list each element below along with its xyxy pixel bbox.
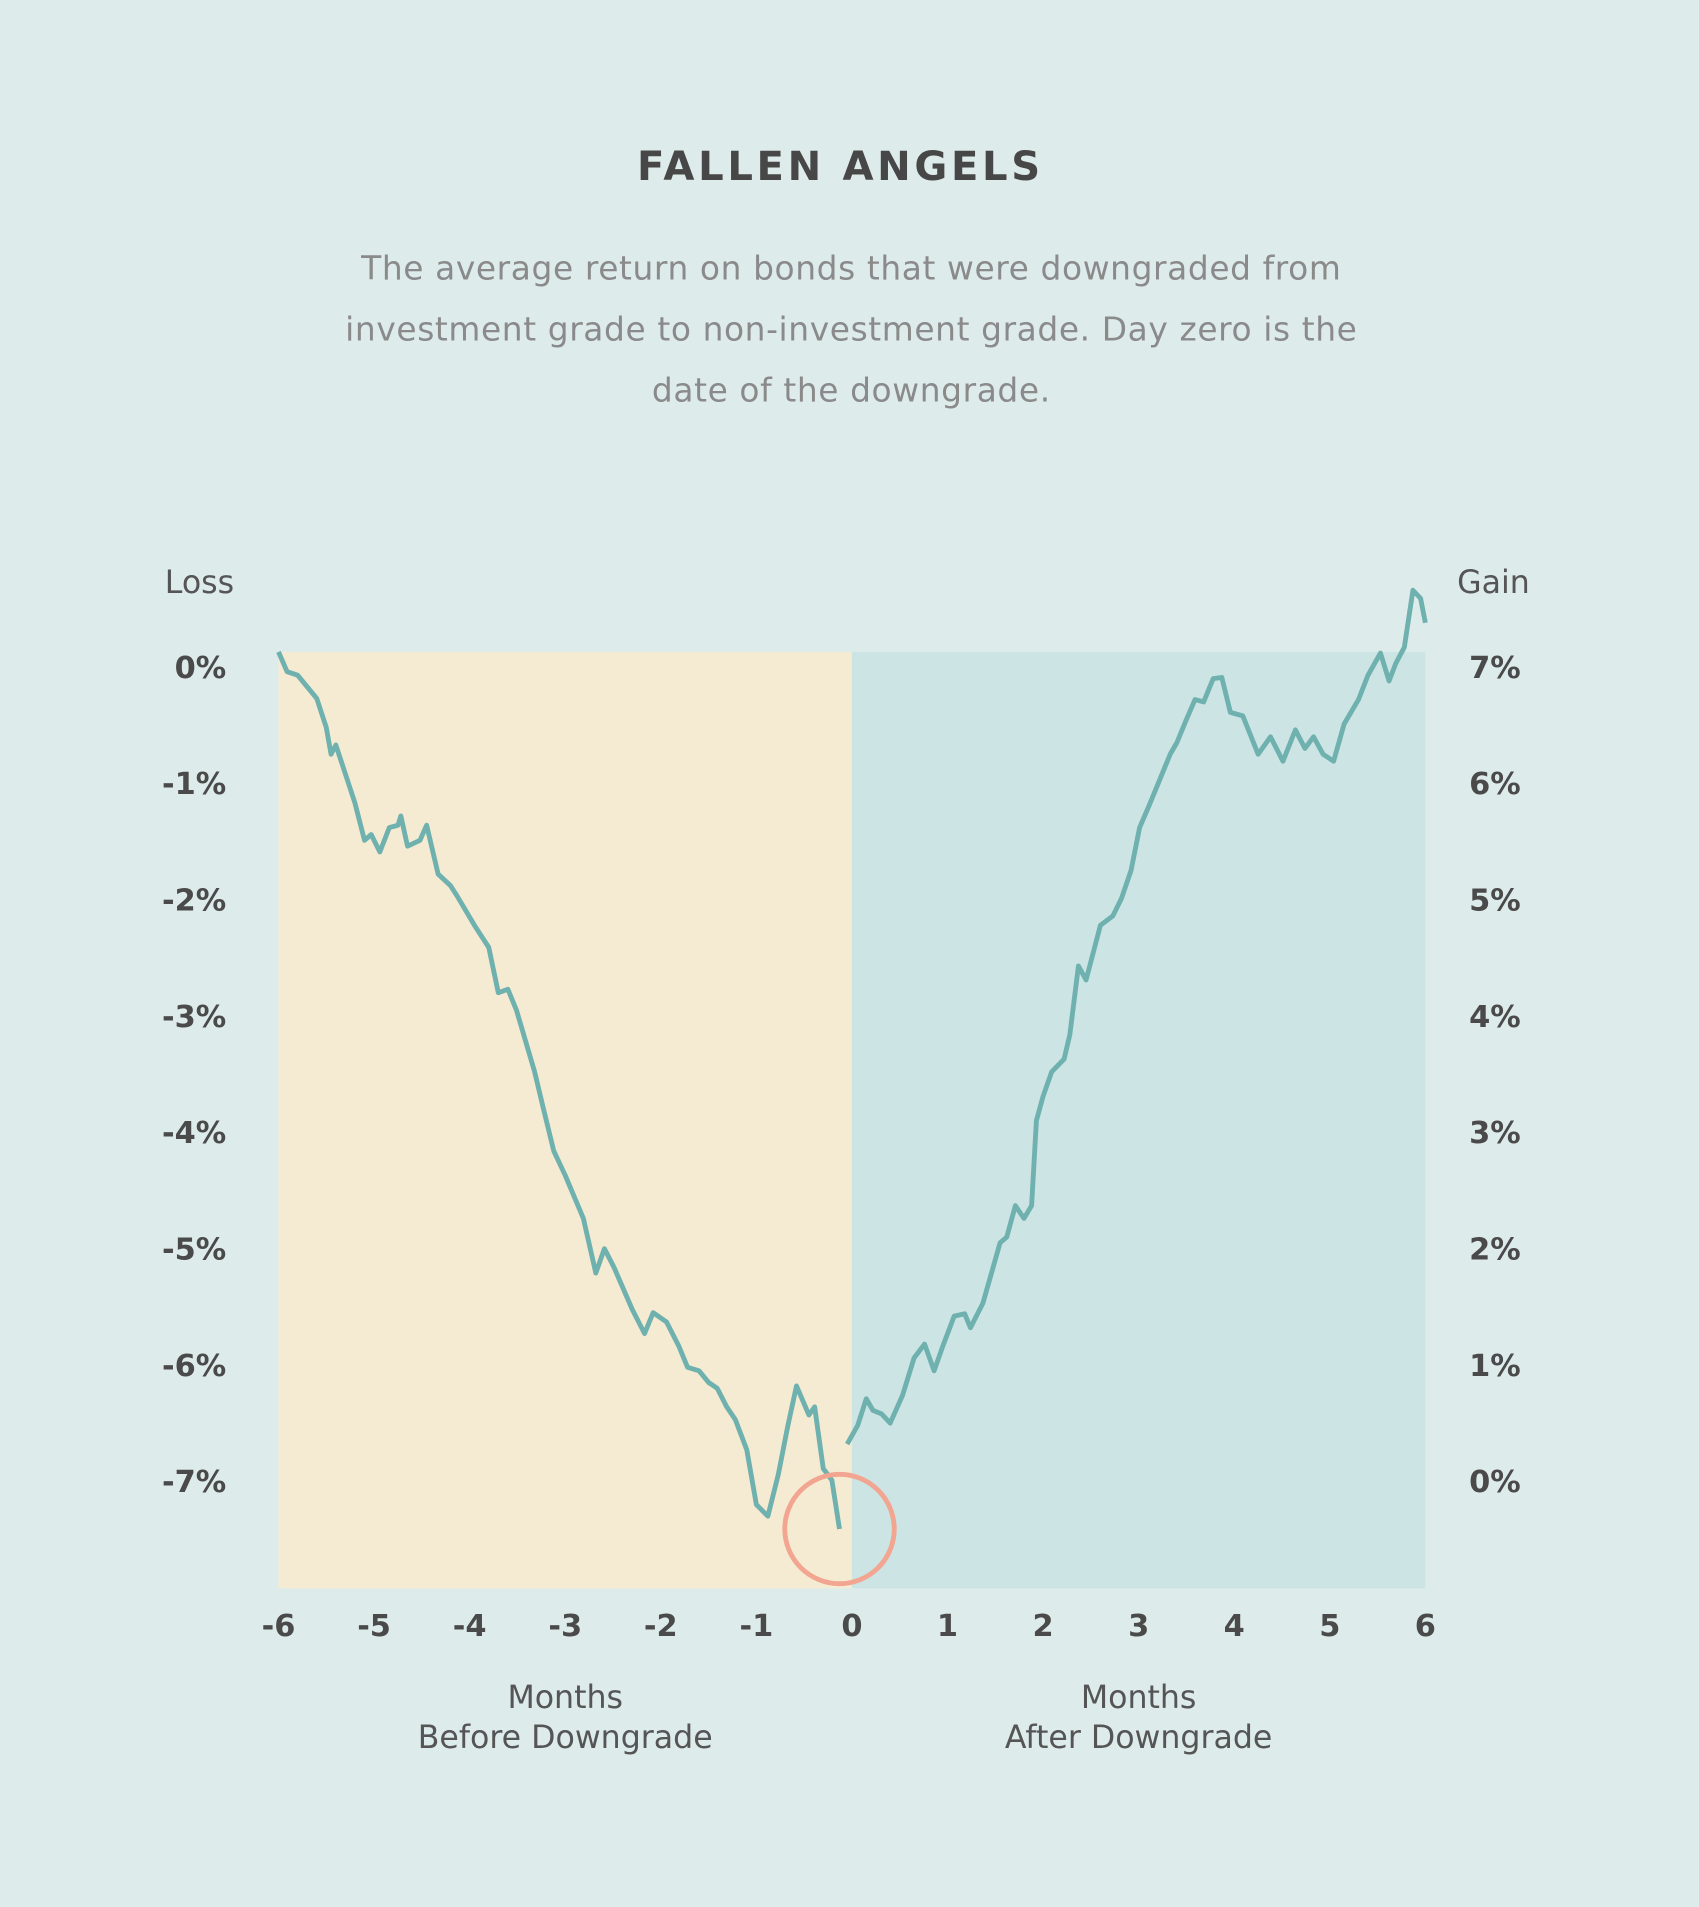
y-tick-label: -1%: [162, 767, 226, 802]
x-tick-label: 3: [1128, 1609, 1149, 1644]
x-tick-label: -2: [644, 1609, 678, 1644]
y-axis-label: Loss: [165, 565, 234, 601]
y-tick-label: -2%: [162, 883, 226, 918]
x-tick-label: -4: [453, 1609, 487, 1644]
x-axis-label: After Downgrade: [1005, 1720, 1272, 1756]
chart-title: FALLEN ANGELS: [637, 144, 1044, 190]
shaded-region: [851, 651, 1426, 1589]
highlight-circle: [782, 1471, 897, 1587]
y-tick-label: -5%: [162, 1232, 226, 1267]
x-tick-label: 6: [1415, 1609, 1436, 1644]
y-tick-label: -6%: [162, 1349, 226, 1384]
y2-axis-label: Gain: [1457, 565, 1530, 601]
data-line: [276, 650, 842, 1530]
x-tick-label: -5: [357, 1609, 391, 1644]
x-tick-label: 2: [1032, 1609, 1053, 1644]
y2-tick-label: 6%: [1469, 767, 1521, 802]
data-line: [845, 587, 1428, 1446]
y2-tick-label: 3%: [1469, 1116, 1521, 1151]
x-tick-label: -1: [739, 1609, 773, 1644]
y2-tick-label: 7%: [1469, 651, 1521, 686]
x-tick-label: 5: [1319, 1609, 1340, 1644]
y2-tick-label: 5%: [1469, 883, 1521, 918]
y-tick-label: 0%: [175, 651, 227, 686]
y2-tick-label: 2%: [1469, 1232, 1521, 1267]
y-tick-label: -7%: [162, 1465, 226, 1500]
shading-layer: [278, 651, 1426, 1589]
y2-tick-label: 0%: [1469, 1465, 1521, 1500]
shaded-region: [278, 651, 852, 1589]
x-axis-label: Months: [1081, 1680, 1197, 1716]
subtitle-box: The average return on bonds that were do…: [345, 250, 1358, 410]
x-tick-label: 1: [937, 1609, 958, 1644]
x-tick-label: 4: [1224, 1609, 1245, 1644]
x-tick-label: -6: [262, 1609, 296, 1644]
y2-tick-label: 1%: [1469, 1349, 1521, 1384]
y-tick-label: -3%: [162, 1000, 226, 1035]
x-axis-label: Months: [507, 1680, 623, 1716]
y2-tick-label: 4%: [1469, 1000, 1521, 1035]
y-tick-label: -4%: [162, 1116, 226, 1151]
x-tick-label: 0: [841, 1609, 862, 1644]
chart-subtitle: The average return on bonds that were do…: [345, 250, 1358, 410]
x-axis-label: Before Downgrade: [418, 1720, 713, 1756]
x-tick-label: -3: [548, 1609, 582, 1644]
